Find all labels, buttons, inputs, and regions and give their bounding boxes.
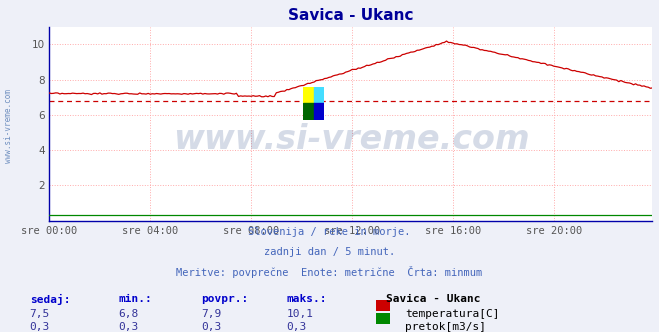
Bar <box>302 87 314 103</box>
Text: povpr.:: povpr.: <box>201 294 248 304</box>
Text: 0,3: 0,3 <box>119 322 139 332</box>
Text: www.si-vreme.com: www.si-vreme.com <box>173 123 529 156</box>
Text: 0,3: 0,3 <box>287 322 307 332</box>
Text: 6,8: 6,8 <box>119 309 139 319</box>
Bar <box>314 103 324 120</box>
Text: zadnji dan / 5 minut.: zadnji dan / 5 minut. <box>264 247 395 257</box>
Title: Savica - Ukanc: Savica - Ukanc <box>288 8 414 23</box>
Text: 0,3: 0,3 <box>30 322 50 332</box>
Text: maks.:: maks.: <box>287 294 327 304</box>
Bar <box>314 87 324 103</box>
Text: temperatura[C]: temperatura[C] <box>405 309 500 319</box>
Text: 7,9: 7,9 <box>201 309 221 319</box>
Text: Slovenija / reke in morje.: Slovenija / reke in morje. <box>248 227 411 237</box>
Text: Meritve: povprečne  Enote: metrične  Črta: minmum: Meritve: povprečne Enote: metrične Črta:… <box>177 266 482 278</box>
Text: www.si-vreme.com: www.si-vreme.com <box>4 89 13 163</box>
Bar <box>302 103 314 120</box>
Text: sedaj:: sedaj: <box>30 294 70 305</box>
Text: 0,3: 0,3 <box>201 322 221 332</box>
Text: Savica - Ukanc: Savica - Ukanc <box>386 294 480 304</box>
Text: 10,1: 10,1 <box>287 309 314 319</box>
Text: 7,5: 7,5 <box>30 309 50 319</box>
Text: min.:: min.: <box>119 294 152 304</box>
Text: pretok[m3/s]: pretok[m3/s] <box>405 322 486 332</box>
